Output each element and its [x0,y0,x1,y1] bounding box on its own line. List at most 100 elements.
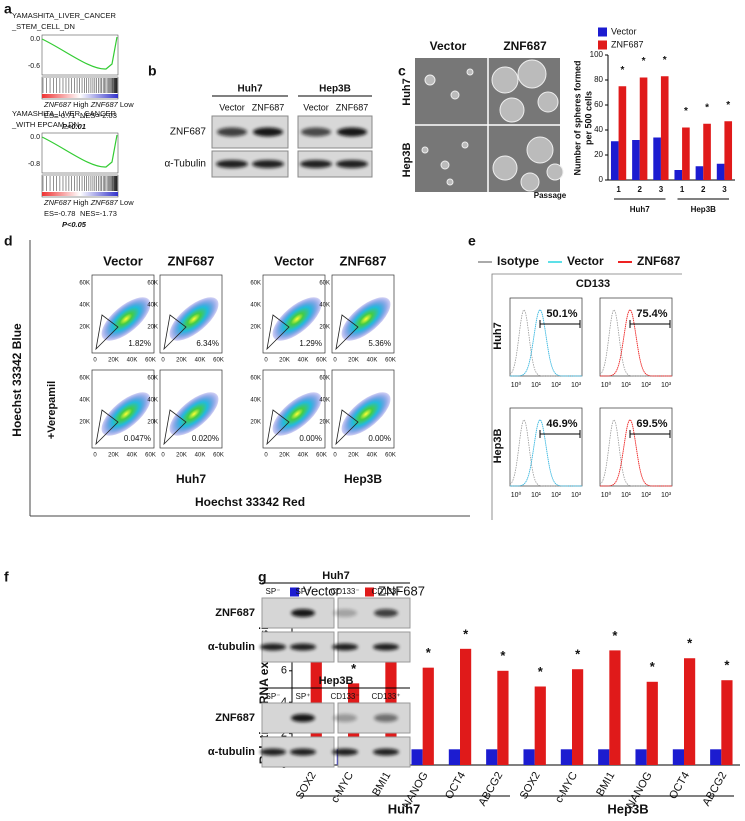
legend-swatch [290,587,299,597]
bar [422,667,434,765]
sphere [546,163,564,181]
x-tick-label: 3 [722,185,727,194]
bar [560,749,572,765]
x-tick-label: 0 [161,453,165,459]
phenotype-part: ZNF687 [43,198,72,207]
legend-label: Vector [303,583,341,598]
cell-line-label: Huh7 [322,570,350,582]
x-tick-label: OCT4 [443,770,468,801]
gate [266,409,290,446]
legend-swatch [598,40,607,50]
lane-label: SP⁻ [266,587,281,596]
gsea-title: YAMASHITA_LIVER_CANCER [12,11,116,20]
x-tick-label: SOX2 [518,770,543,801]
phenotype-part: Low [118,100,134,109]
row-label: α-Tubulin [164,159,206,170]
band [260,643,286,651]
percentage: 1.29% [299,339,322,348]
band [374,609,398,617]
phenotype-part: ZNF687 [90,198,119,207]
sphere [526,136,554,164]
y-tick-label: 60 [594,100,603,109]
column-label: ZNF687 [168,253,215,268]
band [373,748,399,756]
x-tick-label: 2 [638,185,643,194]
row-label: Huh7 [401,78,413,106]
x-tick-label: 10³ [571,382,582,389]
legend-label: ZNF687 [611,39,644,49]
y-tick-label: 20K [147,420,158,426]
sphere [466,68,474,76]
marker-label: CD133 [576,278,610,290]
x-tick-label: 0 [264,453,268,459]
sphere [517,59,547,89]
sample-curve [600,419,672,487]
y-tick-label: 0 [599,175,604,184]
x-tick-label: ABCG2 [476,770,505,808]
x-tick-label: 0 [93,453,97,459]
enrichment-curve [41,36,118,70]
x-tick-label: 60K [316,358,327,364]
bar [695,166,704,180]
cell-line-label: Huh7 [238,84,263,95]
significance: * [463,626,469,641]
percentage: 0.00% [299,434,322,443]
x-tick-label: c-MYC [553,770,580,805]
bar [635,749,647,765]
y-tick-label: 60K [319,376,330,382]
sphere [537,91,559,113]
band [333,609,357,617]
significance: * [500,648,506,663]
rank-strip [41,174,119,198]
y-tick-label: 20K [319,420,330,426]
x-tick-label: 10⁰ [601,491,612,499]
x-tick-label: 10¹ [531,382,542,389]
x-tick-label: 60K [145,358,156,364]
significance: * [612,628,618,643]
sample-curve [510,419,582,487]
bar [618,86,627,180]
sphere [499,97,525,123]
bar [632,140,640,180]
cell-line-label: Hep3B [319,84,351,95]
x-tick-label: 0 [93,358,97,364]
y-tick-label: 40K [147,398,158,404]
flow-density [101,392,151,436]
panel-letter: a [4,1,12,17]
significance: * [726,100,730,111]
bar [660,76,669,180]
x-tick-label: 60K [385,358,396,364]
rank-gradient [42,192,118,196]
rank-strip [41,76,119,100]
panel-letter: e [468,233,476,249]
x-axis-label: Passage [534,191,567,200]
group-label: Huh7 [388,801,421,816]
lane-label: ZNF687 [336,102,369,112]
gsea-title: YAMASHITA_LIVER_CANCER [12,109,116,118]
bar [653,137,661,180]
x-tick-label: 2 [701,185,706,194]
x-tick-label: 10² [641,382,652,389]
lane-label: Vector [303,102,329,112]
x-tick-label: 20K [108,358,119,364]
bar [724,121,733,180]
x-tick-label: 10⁰ [511,491,522,499]
bar [682,127,690,180]
y-tick-label: 20K [147,325,158,331]
lane-label: CD133⁺ [371,587,400,596]
cell-line-label: Hep3B [319,675,354,687]
flow-density [341,297,391,341]
p-label: P<0.05 [62,220,87,229]
x-tick-label: 60K [145,453,156,459]
legend-label: ZNF687 [637,254,681,268]
significance: * [684,106,688,117]
row-label: Hep3B [492,429,504,464]
x-tick-label: 40K [298,453,309,459]
x-tick-label: BMI1 [594,770,617,798]
y-tick-label: 2 [281,728,287,740]
bar [609,650,621,765]
gate [335,314,359,351]
x-tick-label: 60K [213,358,224,364]
y-tick-label: 60K [147,281,158,287]
phenotype-part: ZNF687 [90,100,119,109]
